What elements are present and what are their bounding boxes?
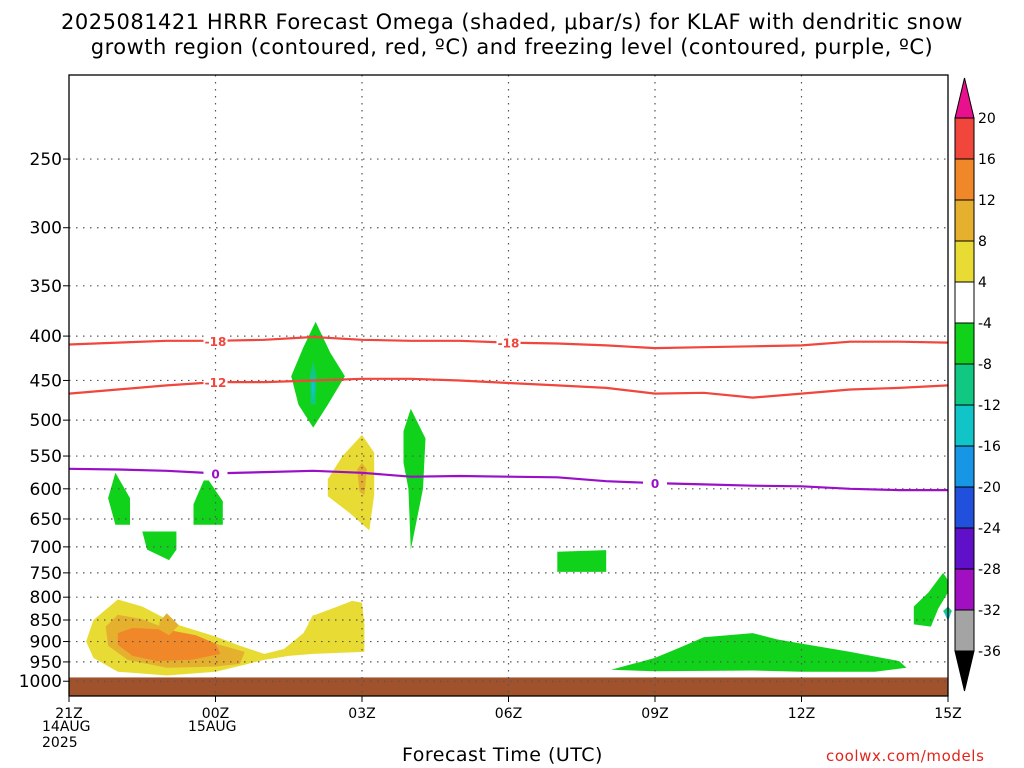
x-tick-label: 21Z xyxy=(55,706,82,722)
chart-title-line-1: 2025081421 HRRR Forecast Omega (shaded, … xyxy=(61,10,963,34)
start-day-label: 14AUG xyxy=(42,719,91,735)
colorbar-bin xyxy=(954,240,975,283)
colorbar-bin xyxy=(954,404,975,447)
contour-label: -18 xyxy=(205,335,227,349)
colorbar-bin xyxy=(954,158,975,201)
y-tick-label: 500 xyxy=(30,411,62,431)
x-tick-label: 09Z xyxy=(641,706,668,722)
y-tick-label: 450 xyxy=(30,371,62,391)
colorbar-tick-label: 16 xyxy=(978,152,996,168)
colorbar-tick-label: 12 xyxy=(978,193,996,209)
colorbar-bin xyxy=(954,363,975,406)
omega-region xyxy=(308,614,321,634)
y-tick-label: 850 xyxy=(30,611,62,631)
colorbar-tick-label: -32 xyxy=(978,603,1001,619)
contour-label-background xyxy=(643,476,667,491)
y-tick-label: 300 xyxy=(30,219,62,239)
contour-label-background xyxy=(203,466,228,481)
omega-region xyxy=(913,572,948,627)
contour-label-background xyxy=(203,333,228,348)
colorbar-tick-label: -12 xyxy=(978,398,1001,414)
colorbar-tick-label: 20 xyxy=(978,111,996,127)
x-tick-label: 06Z xyxy=(495,706,522,722)
y-tick-label: 250 xyxy=(30,150,62,170)
next-date-label: 15AUG xyxy=(188,719,237,735)
y-tick-label: 950 xyxy=(30,653,62,673)
omega-region xyxy=(403,408,426,550)
y-tick-label: 700 xyxy=(30,538,62,558)
y-tick-label: 800 xyxy=(30,588,62,608)
plot-background xyxy=(69,75,948,696)
contour-label: 0 xyxy=(651,477,659,491)
omega-region xyxy=(193,476,223,525)
y-tick-label: 1000 xyxy=(19,672,62,692)
colorbar-bin xyxy=(954,322,975,365)
omega-region xyxy=(311,376,315,401)
colorbar-tick-label: -16 xyxy=(978,439,1001,455)
colorbar-bin xyxy=(954,527,975,570)
x-tick-label: 12Z xyxy=(788,706,815,722)
omega-region xyxy=(327,434,375,531)
colorbar-bin xyxy=(954,445,975,488)
contour-label-background xyxy=(203,375,228,390)
colorbar-tick-label: -4 xyxy=(978,316,992,332)
colorbar-bin xyxy=(954,199,975,242)
x-tick-label: 15Z xyxy=(934,706,961,722)
start-year-label: 2025 xyxy=(42,735,78,751)
start-date-label: 14AUG 2025 xyxy=(42,719,91,751)
omega-region xyxy=(159,613,179,636)
chart-title-line-2: growth region (contoured, red, ºC) and f… xyxy=(90,35,934,59)
omega-region xyxy=(357,462,367,495)
y-tick-label: 400 xyxy=(30,327,62,347)
colorbar-top-arrow xyxy=(954,77,975,119)
omega-region xyxy=(142,531,177,561)
colorbar-bin xyxy=(954,486,975,529)
colorbar-bottom-arrow xyxy=(954,650,975,692)
omega-region xyxy=(557,550,607,572)
colorbar-tick-label: -36 xyxy=(978,644,1001,660)
y-tick-label: 550 xyxy=(30,447,62,467)
colorbar-bin xyxy=(954,117,975,160)
omega-region xyxy=(108,472,130,525)
x-tick-label: 00Z xyxy=(202,706,229,722)
y-tick-label: 600 xyxy=(30,480,62,500)
contour-label: -18 xyxy=(498,337,520,351)
y-tick-label: 750 xyxy=(30,564,62,584)
contour-label: 0 xyxy=(211,467,219,481)
omega-region xyxy=(291,321,345,428)
colorbar-tick-label: -20 xyxy=(978,480,1001,496)
ground-layer xyxy=(69,677,948,696)
colorbar-tick-label: -8 xyxy=(978,357,992,373)
colorbar-bin xyxy=(954,281,975,324)
contour-label: -12 xyxy=(205,376,227,390)
y-tick-label: 650 xyxy=(30,510,62,530)
y-tick-label: 350 xyxy=(30,277,62,297)
colorbar-tick-label: -24 xyxy=(978,521,1001,537)
y-tick-label: 900 xyxy=(30,633,62,653)
colorbar-bin xyxy=(954,568,975,611)
colorbar-bin xyxy=(954,609,975,652)
colorbar-tick-label: 8 xyxy=(978,234,987,250)
next-day-label: 15AUG xyxy=(188,719,237,735)
x-tick-label: 03Z xyxy=(348,706,375,722)
x-axis-label: Forecast Time (UTC) xyxy=(402,744,603,766)
contour-label-background xyxy=(496,335,521,350)
omega-region xyxy=(117,627,221,662)
colorbar-tick-label: 4 xyxy=(978,275,987,291)
colorbar-tick-label: -28 xyxy=(978,562,1001,578)
credit-link[interactable]: coolwx.com/models xyxy=(826,747,985,765)
